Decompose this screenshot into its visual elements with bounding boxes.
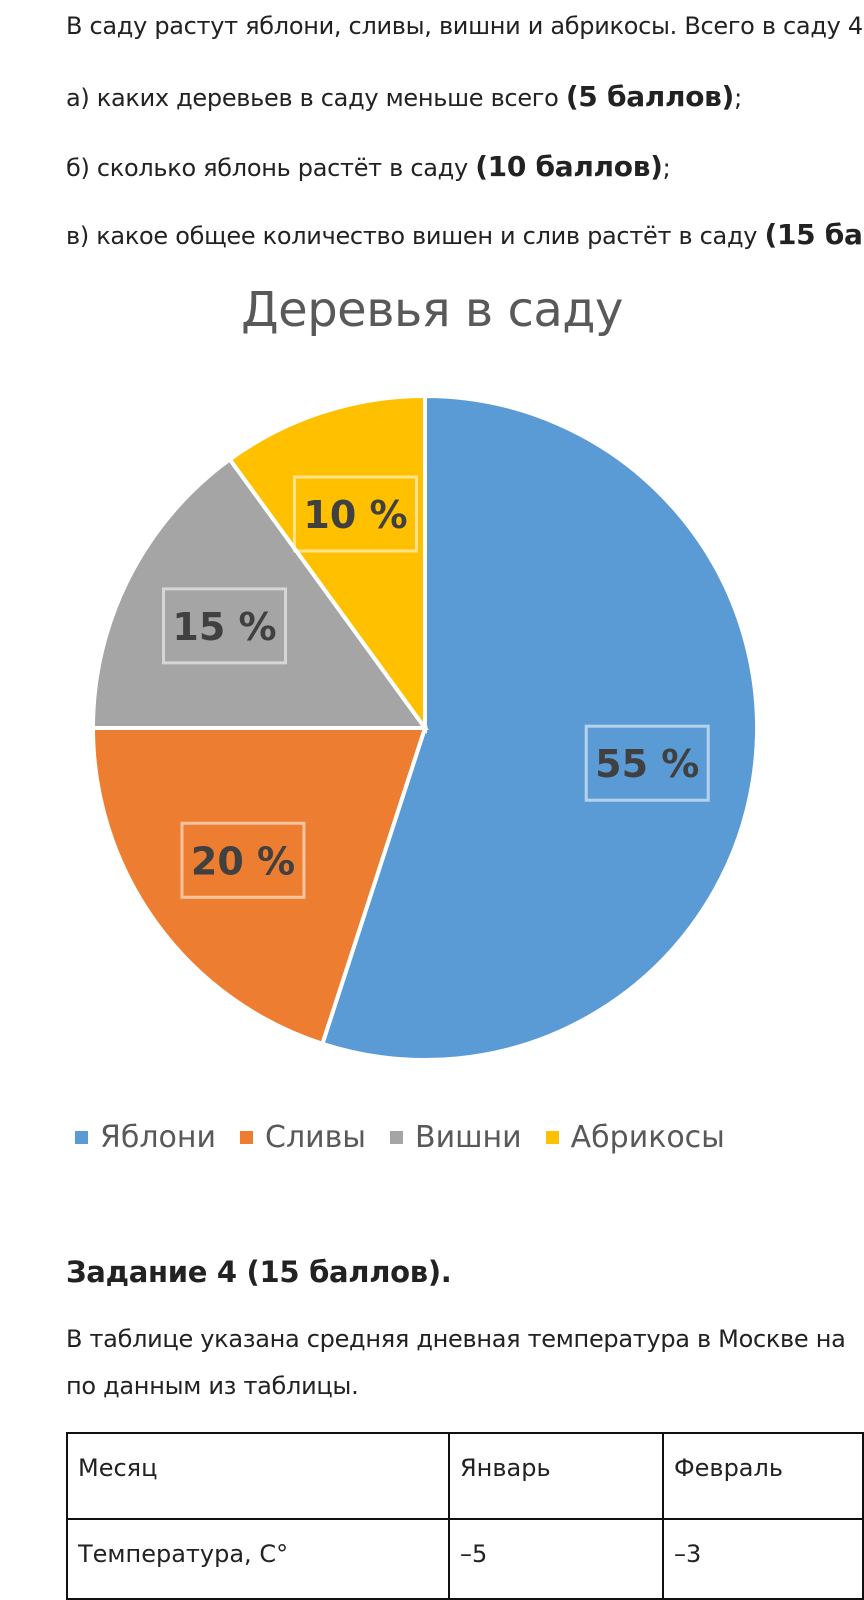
data-label-box-apples [584, 724, 710, 802]
table-cell: Февраль [662, 1432, 864, 1520]
legend-swatch-plums [240, 1131, 253, 1144]
task4-text-line1: В таблице указана средняя дневная темпер… [66, 1325, 846, 1353]
table-row: Месяц Январь Февраль [66, 1432, 864, 1520]
task4-text-line2: по данным из таблицы. [66, 1372, 359, 1400]
data-label-box-apricots [292, 475, 418, 553]
legend-label-plums: Сливы [265, 1120, 366, 1155]
data-label-apricots: 10 % [303, 493, 407, 537]
legend-item-cherries: Вишни [390, 1120, 522, 1155]
legend-label-cherries: Вишни [415, 1120, 522, 1155]
legend-item-apples: Яблони [75, 1120, 216, 1155]
legend-label-apricots: Абрикосы [570, 1120, 725, 1155]
pie-slice-plums [90, 726, 428, 1047]
question-a: а) каких деревьев в саду меньше всего (5… [66, 80, 742, 113]
question-b-text: б) сколько яблонь растёт в саду [66, 154, 476, 182]
table-cell: Месяц [66, 1432, 450, 1520]
legend-swatch-cherries [390, 1131, 403, 1144]
data-label-box-cherries [162, 587, 288, 665]
data-label-cherries: 15 % [172, 605, 276, 649]
question-a-text: а) каких деревьев в саду меньше всего [66, 84, 566, 112]
task3-intro-text: В саду растут яблони, сливы, вишни и абр… [66, 12, 863, 40]
legend-item-plums: Сливы [240, 1120, 366, 1155]
question-b-end: ; [662, 154, 671, 182]
chart-title: Деревья в саду [241, 282, 623, 338]
table-cell: –3 [662, 1518, 864, 1600]
table-cell: Температура, С° [66, 1518, 450, 1600]
table-cell: Январь [448, 1432, 664, 1520]
question-b-points: (10 баллов) [475, 150, 663, 183]
task3-intro: В саду растут яблони, сливы, вишни и абр… [66, 12, 863, 40]
task4-heading: Задание 4 (15 баллов). [66, 1255, 452, 1289]
data-label-box-plums [180, 821, 306, 899]
pie-slice-apricots [227, 393, 427, 735]
pie-chart: 55 % 20 % 15 % 10 % [90, 393, 759, 1062]
pie-slice-cherries [90, 456, 429, 730]
question-a-end: ; [734, 84, 742, 112]
pie-slice-apples [319, 393, 759, 1062]
legend-item-apricots: Абрикосы [545, 1120, 725, 1155]
question-c-points: (15 ба [764, 218, 863, 251]
question-c: в) какое общее количество вишен и слив р… [66, 218, 863, 251]
question-b: б) сколько яблонь растёт в саду (10 балл… [66, 150, 671, 183]
temperature-table: Месяц Январь Февраль Температура, С° –5 … [66, 1432, 864, 1600]
data-label-plums: 20 % [191, 839, 295, 883]
legend-swatch-apples [75, 1131, 88, 1144]
legend-label-apples: Яблони [100, 1120, 216, 1155]
question-a-points: (5 баллов) [565, 80, 735, 113]
table-cell: –5 [448, 1518, 664, 1600]
data-label-apples: 55 % [595, 742, 699, 786]
question-c-text: в) какое общее количество вишен и слив р… [66, 222, 765, 250]
chart-legend: Яблони Сливы Вишни Абрикосы [75, 1120, 725, 1155]
legend-swatch-apricots [545, 1131, 559, 1144]
table-row: Температура, С° –5 –3 [66, 1518, 864, 1600]
